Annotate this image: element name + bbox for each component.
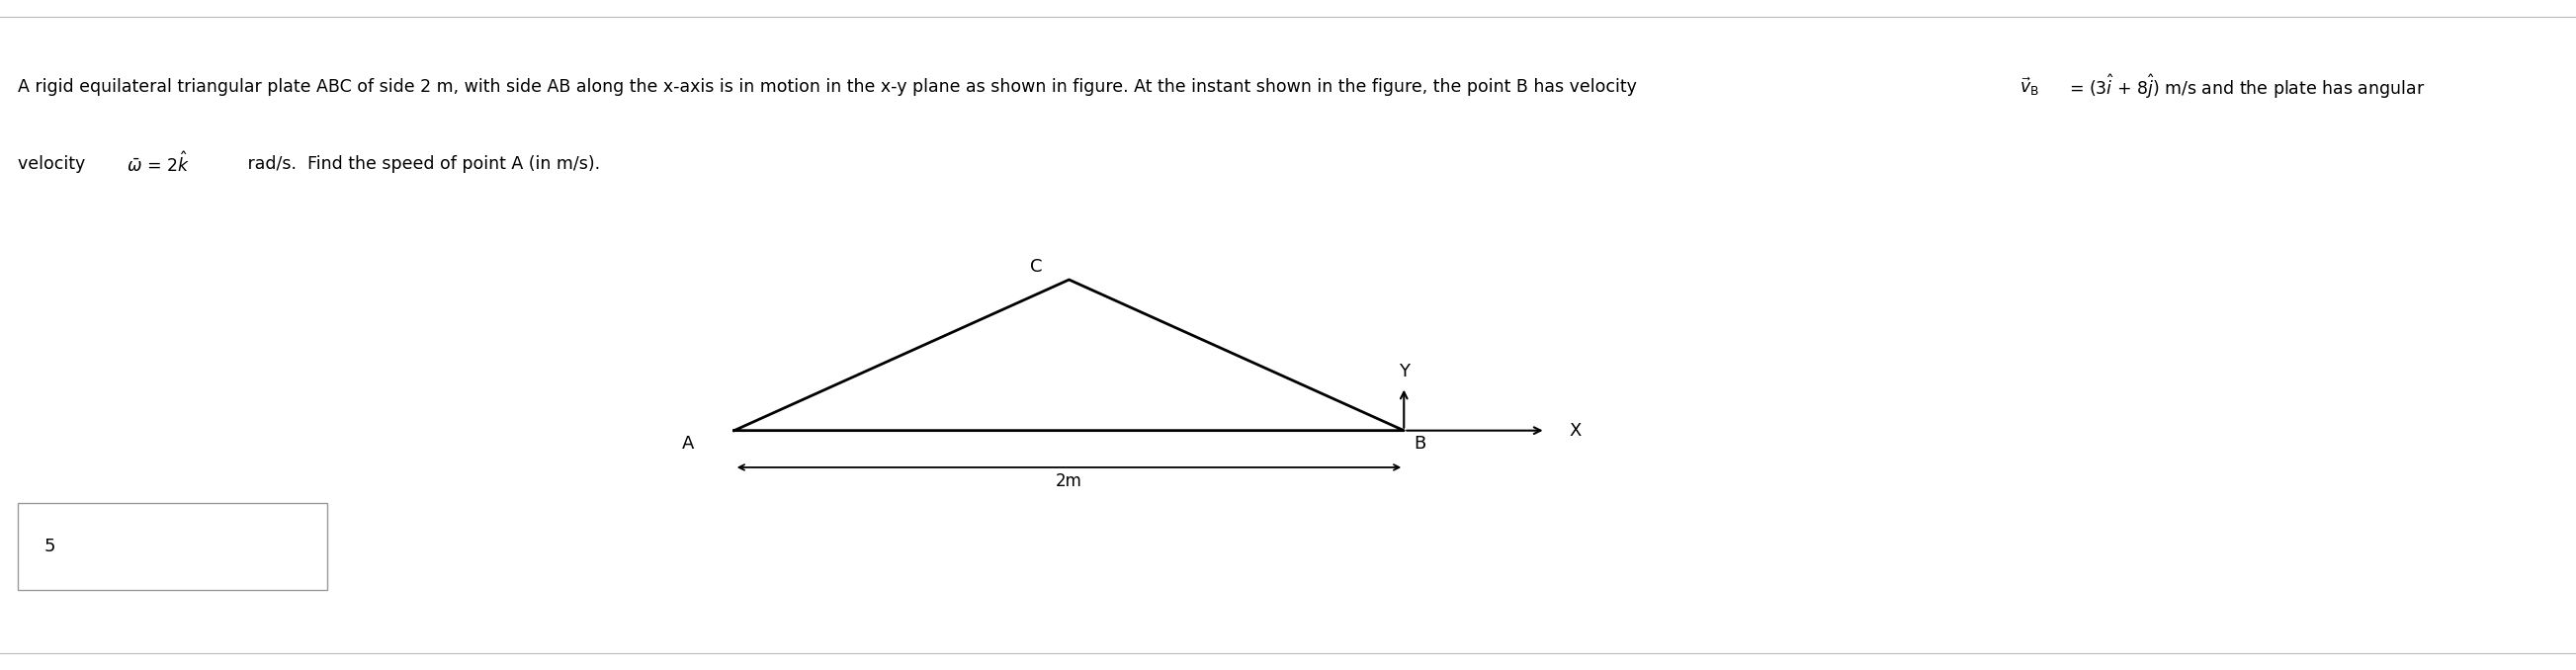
Text: B: B bbox=[1414, 435, 1427, 453]
Text: A: A bbox=[683, 435, 693, 453]
Text: 2m: 2m bbox=[1056, 473, 1082, 490]
Text: Y: Y bbox=[1399, 362, 1409, 381]
Text: A rigid equilateral triangular plate ABC of side 2 m, with side AB along the x-a: A rigid equilateral triangular plate ABC… bbox=[18, 78, 1643, 96]
Text: $\vec{v}_{\mathrm{B}}$: $\vec{v}_{\mathrm{B}}$ bbox=[2020, 76, 2040, 98]
Text: rad/s.  Find the speed of point A (in m/s).: rad/s. Find the speed of point A (in m/s… bbox=[242, 155, 600, 173]
Text: velocity: velocity bbox=[18, 155, 90, 173]
Text: C: C bbox=[1030, 257, 1043, 275]
Bar bbox=[18, 502, 327, 590]
Text: 5: 5 bbox=[44, 537, 54, 555]
Text: = (3$\hat{i}$ + 8$\hat{j}$) m/s and the plate has angular: = (3$\hat{i}$ + 8$\hat{j}$) m/s and the … bbox=[2069, 73, 2424, 101]
Text: X: X bbox=[1569, 421, 1582, 440]
Text: $\bar{\omega}$ = 2$\hat{k}$: $\bar{\omega}$ = 2$\hat{k}$ bbox=[126, 152, 188, 176]
